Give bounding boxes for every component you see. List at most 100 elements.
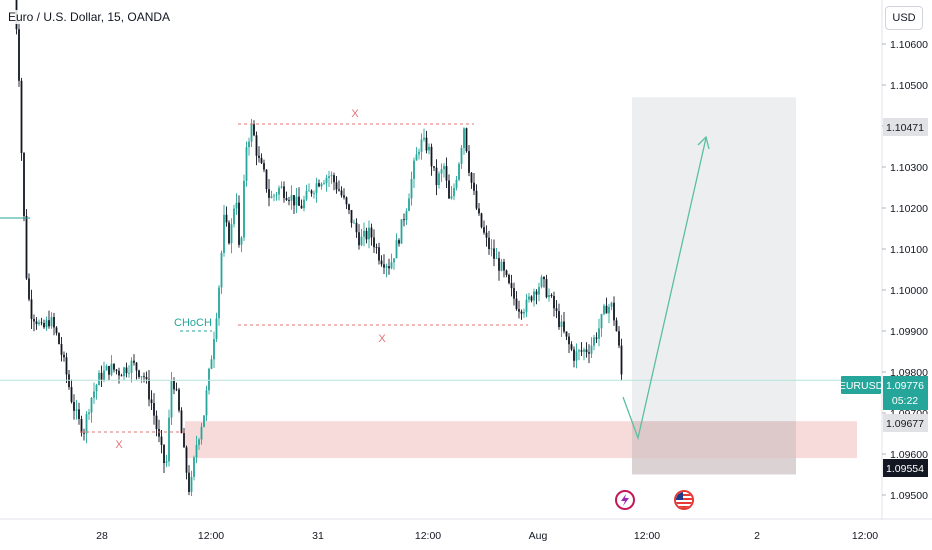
- candle-series: [15, 0, 623, 497]
- candle-body: [200, 426, 203, 440]
- candle-body: [413, 160, 415, 179]
- candle-body: [155, 415, 158, 430]
- candle: [110, 355, 113, 377]
- candle: [410, 171, 413, 206]
- candle: [303, 195, 305, 212]
- candle: [43, 319, 45, 329]
- x-tick-label: 12:00: [634, 530, 660, 542]
- candle: [375, 243, 378, 254]
- candle: [558, 303, 560, 330]
- candle: [603, 303, 605, 316]
- candle-body: [238, 202, 240, 245]
- candle-body: [423, 137, 425, 140]
- candle: [355, 218, 358, 238]
- candle: [608, 303, 610, 324]
- candle-body: [308, 190, 310, 192]
- lightning-bolt-icon[interactable]: [615, 490, 635, 510]
- candle-body: [368, 227, 370, 240]
- candle: [455, 176, 458, 191]
- candle: [103, 361, 105, 383]
- candle: [335, 175, 338, 194]
- candle: [33, 314, 35, 332]
- candle-body: [120, 375, 123, 377]
- candle-body: [163, 444, 165, 464]
- candle: [313, 190, 315, 199]
- candle-body: [348, 204, 350, 211]
- candle: [293, 195, 295, 215]
- candle-body: [260, 157, 263, 164]
- candle-body: [58, 333, 60, 345]
- candle: [235, 193, 238, 215]
- candle-body: [573, 349, 575, 361]
- candle: [318, 179, 320, 188]
- candle-body: [265, 169, 268, 190]
- candle: [190, 470, 193, 497]
- candle: [170, 371, 173, 426]
- candle: [518, 300, 520, 319]
- candle: [188, 465, 190, 496]
- projection-arrowhead: [697, 135, 710, 150]
- candle-body: [78, 409, 80, 420]
- candle-body: [68, 374, 70, 388]
- candle-body: [590, 345, 593, 354]
- candle-body: [230, 224, 233, 244]
- candle-body: [310, 190, 313, 194]
- x-axis-ticks: 28 12:00 31 12:00 Aug 12:00 2 12:00: [96, 530, 878, 542]
- candle-body: [493, 248, 495, 259]
- candle: [333, 172, 335, 191]
- candle-body: [103, 370, 105, 380]
- candle: [383, 254, 385, 274]
- candle-body: [48, 320, 50, 327]
- candle: [243, 174, 245, 241]
- candle: [515, 291, 518, 311]
- candle-body: [225, 214, 228, 223]
- candle: [528, 292, 530, 303]
- candle: [440, 163, 443, 182]
- candle-body: [565, 331, 568, 337]
- candle: [400, 219, 403, 244]
- candle: [428, 143, 430, 155]
- candle-body: [405, 210, 408, 221]
- candle: [338, 180, 340, 192]
- candle-body: [138, 370, 140, 377]
- candle: [225, 206, 228, 227]
- candle: [308, 183, 310, 192]
- candle-body: [483, 227, 485, 233]
- candle: [503, 258, 505, 278]
- candle-body: [360, 236, 363, 246]
- candle: [563, 311, 565, 334]
- y-tick-label: 1.10000: [890, 285, 928, 297]
- candle-body: [385, 266, 388, 268]
- candle: [413, 157, 415, 188]
- candle-body: [600, 314, 603, 329]
- candle-body: [113, 363, 115, 370]
- y-tick-label: 1.10500: [890, 80, 928, 92]
- candle-body: [528, 296, 530, 300]
- candle-body: [375, 247, 378, 248]
- candle-body: [283, 186, 285, 198]
- candle: [473, 172, 475, 195]
- us-flag-icon[interactable]: [674, 490, 694, 510]
- stop-price-badge: 1.09554: [883, 459, 928, 477]
- candle-body: [503, 261, 505, 271]
- candle-body: [420, 139, 423, 152]
- currency-button[interactable]: USD: [885, 6, 923, 30]
- candle-body: [180, 410, 183, 434]
- annotation-layer: [80, 123, 528, 433]
- candle: [180, 407, 183, 434]
- candle-body: [128, 372, 130, 374]
- candle: [153, 393, 155, 425]
- candle: [60, 337, 63, 362]
- candle-body: [440, 169, 443, 174]
- candle-body: [350, 210, 353, 223]
- candle-body: [208, 368, 210, 391]
- candle-body: [168, 417, 170, 462]
- candle: [163, 444, 165, 474]
- candle: [300, 199, 303, 209]
- candle-body: [448, 180, 450, 199]
- candle: [583, 347, 585, 361]
- candle: [385, 263, 388, 278]
- candle: [525, 293, 528, 318]
- candle-body: [378, 247, 380, 261]
